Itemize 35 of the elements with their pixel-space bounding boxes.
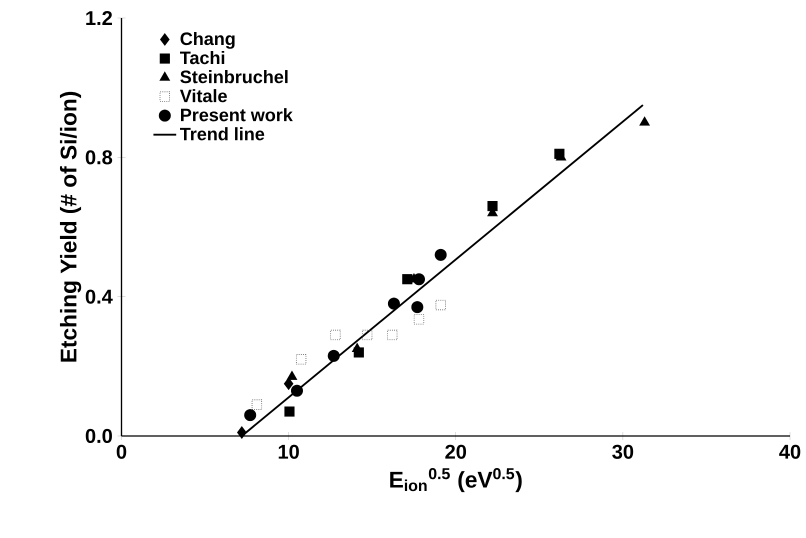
point — [290, 384, 303, 397]
x-tick-label: 0 — [116, 444, 126, 459]
point — [434, 248, 447, 261]
y-tick-label: 0.4 — [86, 290, 113, 304]
y-axis-title: Etching Yield (# of Si/ion) — [60, 92, 82, 362]
point — [412, 273, 425, 286]
legend-label: Chang — [180, 32, 235, 49]
point — [362, 330, 372, 340]
y-tick-label: 0.0 — [86, 428, 112, 444]
x-axis-title: E$_{ion}$$^{0.5}$ (eV$^{0.5}$) — [390, 468, 522, 492]
point — [387, 330, 398, 340]
point — [330, 330, 341, 340]
legend-label: Present work — [181, 108, 293, 122]
legend-label: Vitale — [180, 89, 227, 102]
point — [328, 350, 340, 362]
y-tick-label: 1.2 — [86, 11, 112, 25]
point — [436, 300, 446, 310]
legend-label: Tachi — [180, 50, 224, 64]
point — [244, 409, 256, 422]
x-tick-label: 40 — [779, 444, 800, 459]
legend-label: Trend line — [180, 127, 264, 140]
point — [237, 426, 247, 439]
x-tick-label: 10 — [278, 444, 299, 459]
point — [388, 298, 400, 310]
point — [414, 314, 424, 324]
point — [252, 399, 262, 410]
point — [284, 406, 295, 417]
point — [411, 301, 424, 314]
legend-label: Steinbruchel — [180, 70, 288, 84]
x-tick-label: 30 — [612, 444, 634, 459]
point — [296, 354, 306, 365]
point — [284, 377, 294, 390]
point — [639, 116, 650, 126]
x-tick-label: 20 — [445, 444, 466, 459]
y-tick-label: 0.8 — [86, 150, 112, 164]
